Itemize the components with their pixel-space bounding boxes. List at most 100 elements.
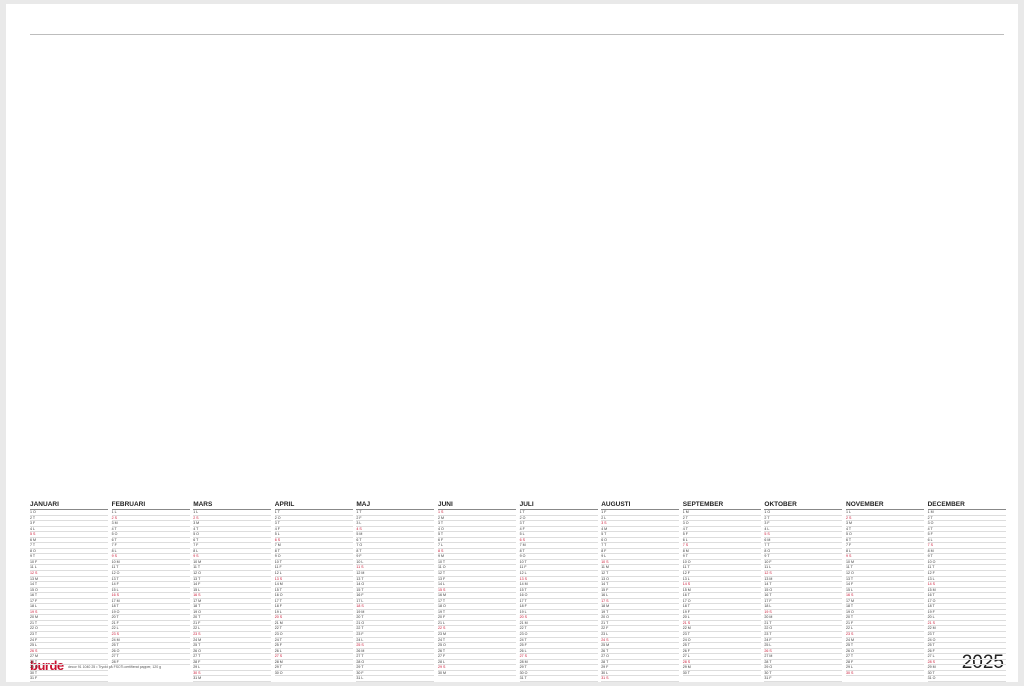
day-row: 18 M — [601, 604, 680, 610]
day-row: 3 M — [193, 521, 272, 527]
day-row: 16 L — [601, 593, 680, 599]
day-row: 4 L — [30, 527, 108, 533]
day-row: 15 O — [30, 588, 108, 594]
day-row: 19 M — [356, 610, 435, 616]
day-row: 12 T — [438, 571, 516, 577]
day-row: 22 O — [764, 626, 843, 633]
day-row: 14 T — [30, 582, 108, 588]
day-row: 30 T — [927, 671, 1006, 677]
day-row: 21 T — [601, 621, 680, 627]
day-row: 27 T — [846, 654, 924, 660]
day-row: 19 O — [846, 610, 924, 616]
day-row: 4 T — [846, 527, 924, 533]
day-row: 4 T — [927, 527, 1006, 533]
day-row: 20 F — [438, 615, 516, 621]
brand-logo: burde — [30, 658, 64, 673]
day-row: 28 L — [438, 660, 516, 666]
day-row: 10 M — [111, 560, 190, 566]
day-row: 10 F — [30, 560, 108, 566]
day-row: 23 F — [356, 632, 435, 638]
day-row: 14 F — [111, 582, 190, 588]
day-row: 29 F — [601, 665, 680, 671]
day-row: 8 T — [356, 549, 435, 555]
day-row: 18 L — [764, 604, 843, 610]
day-row: 6 T — [111, 538, 190, 544]
day-row: 4 F — [274, 527, 353, 533]
day-row: 20 T — [193, 615, 272, 621]
day-row: 3 M — [846, 521, 924, 527]
day-row: 25 L — [30, 643, 108, 649]
day-row: 23 O — [274, 632, 353, 638]
day-row: 23 S — [193, 632, 272, 638]
day-row: 28 S — [927, 660, 1006, 666]
day-row: 17 O — [927, 599, 1006, 605]
day-row: 8 O — [764, 549, 843, 555]
day-row: 20 L — [927, 615, 1006, 621]
day-row: 7 O — [356, 543, 435, 549]
day-row: 21 F — [846, 621, 924, 627]
day-row: 23 T — [927, 632, 1006, 638]
day-row: 18 F — [519, 604, 598, 610]
day-row: 24 M — [846, 638, 924, 644]
day-row: 31 L — [356, 676, 435, 682]
day-row: 7 M — [274, 543, 353, 549]
day-row: 23 T — [682, 632, 761, 638]
day-row: 6 T — [846, 538, 924, 544]
day-row: 22 T — [519, 626, 598, 633]
day-row: 1 O — [764, 510, 843, 516]
day-row: 16 O — [519, 593, 598, 599]
day-row: 29 O — [764, 665, 843, 671]
day-row: 26 O — [846, 649, 924, 655]
day-row: 21 M — [274, 621, 353, 627]
day-row: 18 T — [193, 604, 272, 610]
day-row: 28 T — [30, 660, 108, 666]
day-row: 1 T — [519, 510, 598, 516]
day-row: 12 F — [927, 571, 1006, 577]
day-row: 26 M — [356, 649, 435, 655]
day-row: 12 O — [111, 571, 190, 577]
day-row: 25 S — [356, 643, 435, 649]
day-row: 10 T — [438, 560, 516, 566]
day-row: 23 S — [846, 632, 924, 638]
day-row: 2 O — [519, 516, 598, 522]
day-row: 14 S — [682, 582, 761, 588]
day-row: 30 T — [30, 671, 108, 677]
day-row: 15 M — [682, 588, 761, 594]
day-row: 29 T — [519, 665, 598, 671]
day-row: 28 T — [764, 660, 843, 666]
day-row: 24 T — [519, 638, 598, 644]
day-row: 20 M — [764, 615, 843, 621]
day-row: 28 F — [193, 660, 272, 666]
day-row: 3 T — [519, 521, 598, 527]
day-row: 3 O — [682, 521, 761, 527]
day-row: 31 F — [30, 676, 108, 682]
day-row: 8 M — [927, 549, 1006, 555]
day-row: 25 T — [927, 643, 1006, 649]
day-row: 18 T — [111, 604, 190, 610]
day-row: 26 S — [30, 649, 108, 655]
day-row: 13 T — [356, 577, 435, 583]
day-row: 18 S — [356, 604, 435, 610]
day-row: 20 T — [111, 615, 190, 621]
day-row: 27 S — [519, 654, 598, 660]
day-row: 9 F — [356, 554, 435, 560]
day-row: 31 M — [193, 676, 272, 682]
day-row: 13 M — [764, 577, 843, 583]
day-row: 11 F — [519, 565, 598, 572]
day-row: 15 O — [764, 588, 843, 594]
day-row: 5 L — [519, 532, 598, 538]
day-row: 1 L — [111, 510, 190, 516]
day-row: 2 O — [274, 516, 353, 522]
day-row: 13 T — [846, 577, 924, 583]
day-row: 16 S — [111, 593, 190, 599]
day-row: 14 F — [193, 582, 272, 588]
day-row: 9 T — [30, 554, 108, 560]
day-row: 28 M — [519, 660, 598, 666]
day-row: 2 T — [682, 516, 761, 522]
day-row: 28 S — [682, 660, 761, 666]
day-row: 30 M — [438, 671, 516, 677]
